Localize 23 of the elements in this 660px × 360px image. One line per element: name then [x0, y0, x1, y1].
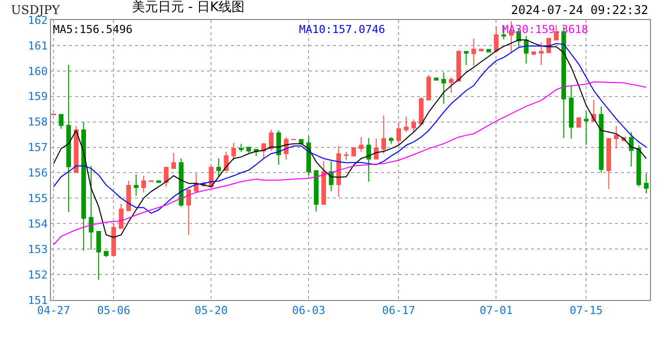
x-tick-label: 04-27	[37, 304, 70, 318]
x-tick-label: 07-15	[570, 304, 603, 318]
y-tick-label: 155	[28, 192, 48, 206]
y-tick-label: 160	[28, 64, 48, 78]
text: MA5:156.5496	[53, 23, 132, 36]
chart-subtitle: USDJPY	[11, 3, 61, 17]
y-tick-label: 157	[28, 141, 48, 154]
x-tick-label: 06-03	[292, 304, 326, 318]
x-tick-label: 05-20	[194, 304, 228, 318]
y-tick-label: 152	[28, 268, 48, 282]
y-tick-label: 154	[28, 217, 48, 230]
x-tick-label: 07-01	[480, 304, 513, 318]
text: 2024-07-24 09:22:32	[511, 3, 648, 17]
y-tick-label: 156	[28, 166, 48, 180]
x-tick-label: 06-17	[382, 304, 416, 318]
text: MA10:157.0746	[299, 23, 386, 36]
chart-title: 美元日元 - 日K线图	[132, 0, 244, 15]
y-tick-label: 161	[28, 39, 48, 52]
y-tick-label: 153	[28, 242, 48, 256]
y-tick-label: 158	[28, 116, 48, 129]
y-tick-label: 151	[28, 294, 48, 307]
x-tick-label: 05-06	[97, 304, 130, 318]
y-tick-label: 159	[28, 90, 48, 104]
